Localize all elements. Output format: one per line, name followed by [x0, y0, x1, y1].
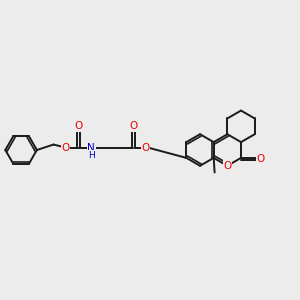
Text: O: O	[256, 154, 265, 164]
Text: O: O	[142, 142, 150, 153]
Text: O: O	[223, 161, 232, 171]
Text: O: O	[74, 121, 83, 131]
Text: N: N	[87, 142, 95, 153]
Text: H: H	[88, 151, 94, 160]
Text: O: O	[61, 142, 70, 153]
Text: O: O	[130, 121, 138, 131]
